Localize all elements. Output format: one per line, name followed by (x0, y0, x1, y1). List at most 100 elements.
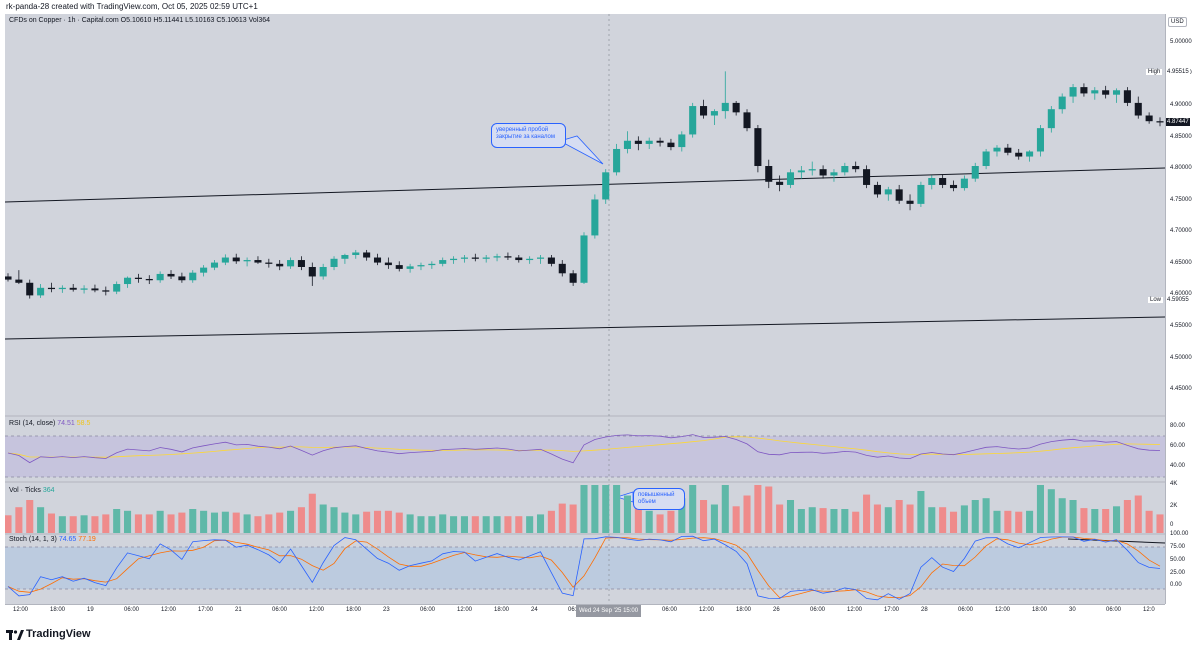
volume-bar (156, 510, 164, 533)
breakout-callout[interactable]: уверенный пробой закрытие за каналом (491, 123, 566, 148)
time-tick-label: 06:00 (420, 607, 436, 613)
volume-legend[interactable]: Vol · Ticks 364 (9, 487, 55, 494)
candle-body (395, 265, 403, 269)
stoch-trend-line[interactable] (1067, 538, 1165, 544)
candle-body (417, 265, 425, 267)
candle-body (797, 170, 805, 173)
candle-body (830, 172, 838, 176)
rsi-legend[interactable]: RSI (14, close) 74.51 58.5 (9, 420, 90, 427)
volume-bars (5, 485, 1164, 533)
price-tick-label: 4.80000 (1170, 165, 1192, 172)
candle-body (504, 256, 512, 258)
time-tick-label: 18:00 (736, 607, 752, 613)
candle-body (863, 169, 871, 185)
candle-body (254, 260, 262, 263)
candle-body (852, 166, 860, 170)
candle-body (613, 148, 621, 173)
volume-bar (210, 512, 219, 533)
volume-bar (134, 514, 142, 533)
candle-body (221, 257, 229, 263)
volume-bar (1080, 508, 1088, 533)
rsi-ma-line (7, 436, 1161, 458)
volume-bar (721, 485, 729, 533)
crosshair-time-label: Wed 24 Sep '25 15:00 (576, 605, 642, 617)
volume-callout[interactable]: повышенный объем (633, 488, 685, 510)
volume-bar (352, 514, 360, 533)
volume-bar (319, 504, 327, 533)
volume-bar (363, 511, 371, 533)
candle-body (873, 184, 881, 195)
tradingview-logo-icon (6, 630, 24, 642)
time-tick-label: 12:00 (457, 607, 473, 613)
volume-bar (276, 512, 284, 533)
volume-bar (1015, 511, 1023, 533)
tradingview-brand: TradingView (26, 628, 91, 640)
volume-bar (863, 494, 871, 533)
indicator-tick-label: 40.00 (1170, 463, 1186, 469)
volume-bar (819, 508, 827, 533)
channel-upper-line[interactable] (5, 167, 1165, 203)
candle-body (971, 166, 979, 179)
volume-bar (167, 514, 175, 533)
volume-bar (221, 511, 229, 533)
volume-bar (308, 493, 316, 533)
time-tick-label: 12:00 (13, 607, 29, 613)
candle-body (906, 200, 914, 204)
volume-bar (993, 510, 1001, 533)
volume-bar (1058, 498, 1066, 533)
volume-bar (113, 509, 121, 533)
candle-body (178, 276, 186, 281)
time-tick-label: 28 (921, 607, 928, 613)
candle-body (406, 266, 414, 269)
indicator-tick-label: 80.00 (1170, 423, 1186, 429)
time-tick-label: 18:00 (346, 607, 362, 613)
candle-body (939, 178, 947, 185)
candle-body (243, 260, 251, 262)
candle-body (352, 252, 360, 255)
volume-bar (515, 516, 523, 533)
chart-area[interactable]: CFDs on Copper · 1h · Capital.com O5.106… (5, 14, 1165, 604)
volume-bar (482, 516, 490, 533)
candle-body (786, 172, 795, 185)
candle-body (710, 111, 718, 116)
price-tick-label: 4.60000 (1170, 291, 1192, 298)
volume-bar (645, 510, 653, 533)
price-axis[interactable]: USD 5.000004.950004.900004.850004.800004… (1165, 14, 1200, 604)
stoch-lines (7, 535, 1161, 601)
candle-body (743, 112, 751, 129)
volume-bar (287, 510, 295, 533)
candle-body (80, 288, 88, 290)
candle-body (319, 266, 327, 277)
high-tag-value: 4.95515 (1166, 69, 1190, 75)
candle-body (113, 284, 121, 292)
price-tick-label: 4.85000 (1170, 133, 1192, 140)
candle-body (526, 258, 534, 261)
candle-body (69, 287, 77, 290)
candle-body (634, 140, 642, 144)
candle-body (884, 189, 892, 195)
main-legend[interactable]: CFDs on Copper · 1h · Capital.com O5.106… (9, 17, 270, 24)
time-tick-label: 17:00 (884, 607, 900, 613)
volume-bar (406, 514, 414, 533)
time-axis[interactable]: 12:00 18:00 19 06:00 12:00 17:00 21 06:00 12:00 1… (5, 604, 1165, 618)
volume-bar (15, 507, 23, 533)
volume-bar (591, 485, 599, 533)
indicator-tick-label: 25.00 (1170, 570, 1186, 576)
stoch-legend[interactable]: Stoch (14, 1, 3) 74.65 77.19 (9, 536, 96, 543)
time-tick-label: 26 (773, 607, 780, 613)
rsi-ma-value: 58.5 (76, 420, 91, 427)
candle-body (1015, 152, 1023, 157)
volume-bar (460, 516, 468, 533)
candle-body (982, 151, 990, 167)
chart-canvas[interactable] (5, 14, 1165, 604)
volume-bar (1036, 485, 1044, 533)
channel-lower-line[interactable] (5, 316, 1165, 340)
candle-body (960, 178, 968, 189)
candle-body (1069, 87, 1077, 97)
candle-body (1091, 90, 1099, 94)
candle-body (47, 287, 56, 290)
rsi-line (7, 434, 1161, 464)
candle-body (124, 277, 132, 285)
time-tick-label: 06:00 (810, 607, 826, 613)
currency-label[interactable]: USD (1168, 17, 1187, 27)
